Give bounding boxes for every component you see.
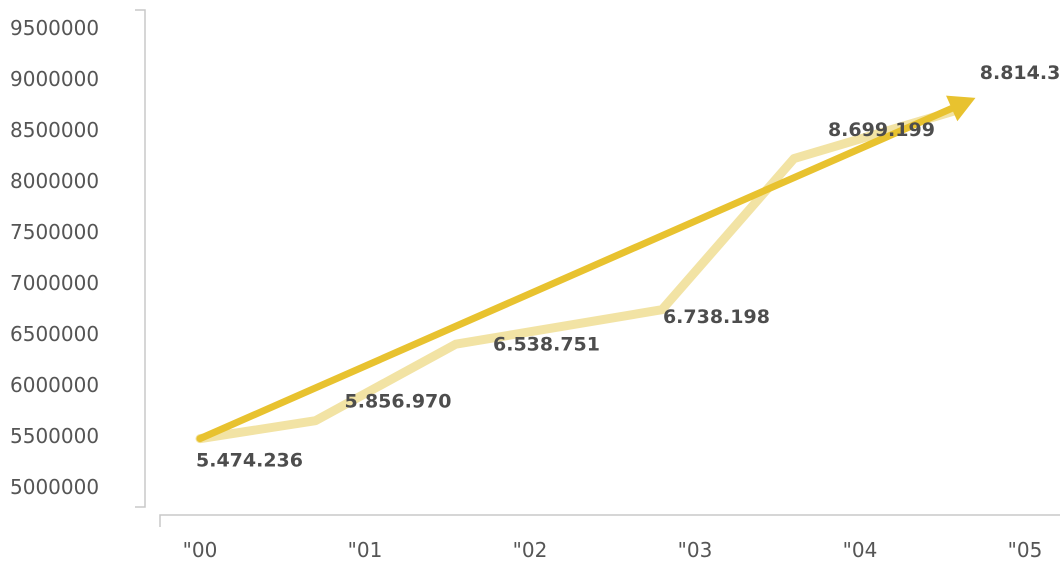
x-tick-label: "05 [1008, 538, 1043, 561]
y-tick-label: 8000000 [10, 169, 99, 193]
trend-arrow [196, 95, 976, 443]
y-tick-label: 7000000 [10, 271, 99, 295]
y-tick-label: 6500000 [10, 322, 99, 346]
y-tick-label: 6000000 [10, 373, 99, 397]
y-axis-ticks: 9500000 9000000 8500000 8000000 7500000 70000… [10, 16, 99, 499]
x-tick-label: "03 [678, 538, 713, 561]
x-axis-ticks: "00 "01 "02 "03 "04 "05 [183, 538, 1043, 561]
data-label: 5.474.236 [196, 450, 303, 472]
data-label: 5.856.970 [345, 390, 452, 412]
data-label: 6.738.198 [663, 306, 770, 328]
y-axis-line [135, 9, 146, 508]
trend-arrowhead [946, 95, 976, 122]
y-tick-label: 9000000 [10, 67, 99, 91]
y-tick-label: 5000000 [10, 475, 99, 499]
x-tick-label: "00 [183, 538, 218, 561]
x-axis-line [159, 514, 1060, 527]
trend-line [196, 104, 956, 443]
x-tick-label: "02 [513, 538, 548, 561]
y-tick-label: 7500000 [10, 220, 99, 244]
y-tick-label: 9500000 [10, 16, 99, 40]
x-tick-label: "04 [843, 538, 878, 561]
y-tick-label: 5500000 [10, 424, 99, 448]
series-line [195, 105, 964, 444]
chart-axes [135, 9, 1060, 527]
data-label: 8.814.351 [980, 62, 1060, 84]
series-lines [195, 105, 964, 444]
data-label: 8.699.199 [828, 119, 935, 141]
y-tick-label: 8500000 [10, 118, 99, 142]
data-label: 6.538.751 [493, 333, 600, 355]
x-tick-label: "01 [348, 538, 383, 561]
data-labels: 5.474.236 5.856.970 6.538.751 6.738.198 8.69… [196, 62, 1060, 472]
